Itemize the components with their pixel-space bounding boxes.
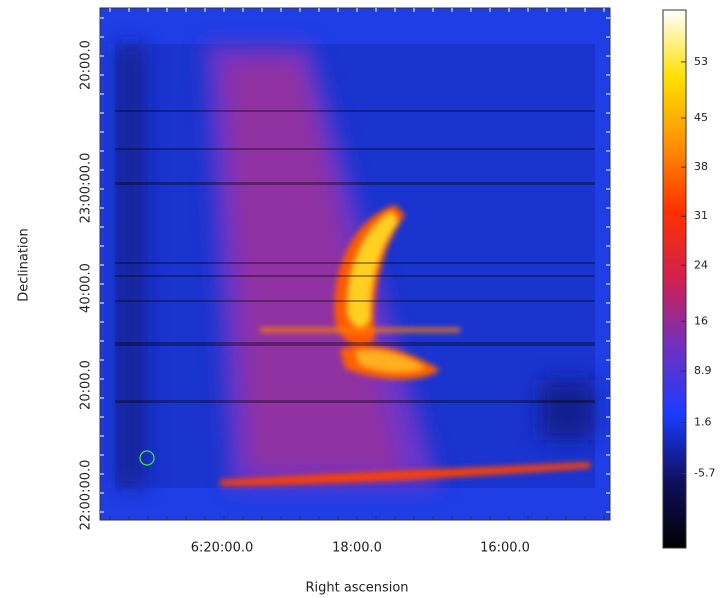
- colorbar-tick-label: 45: [694, 111, 708, 124]
- y-tick-label: 22:00:00.0: [79, 460, 94, 531]
- x-tick-label: 18:00.0: [332, 541, 382, 556]
- y-axis-label: Declination: [17, 228, 32, 302]
- y-tick-label: 20:00.0: [79, 360, 94, 410]
- colorbar-tick-label: 53: [694, 55, 708, 68]
- colorbar-tick-label: 1.6: [694, 415, 712, 428]
- x-tick-label: 16:00.0: [480, 541, 530, 556]
- colorbar-tick-label: 16: [694, 314, 708, 327]
- y-tick-label: 40:00.0: [79, 263, 94, 313]
- y-tick-label: 23:00:00.0: [79, 153, 94, 224]
- colorbar-tick-label: 38: [694, 160, 708, 173]
- y-tick-label: 20:00.0: [79, 40, 94, 90]
- colorbar-tick-label: -5.7: [694, 467, 715, 480]
- colorbar-tick-label: 24: [694, 258, 708, 271]
- x-tick-label: 6:20:00.0: [191, 541, 254, 556]
- colorbar: [662, 9, 687, 549]
- sky-image: [100, 8, 610, 520]
- x-axis-label: Right ascension: [305, 581, 408, 596]
- plot-frame: [99, 7, 611, 521]
- marker-circle: [139, 450, 155, 466]
- colorbar-tick-label: 8.9: [694, 364, 712, 377]
- frame-ticks: [100, 8, 610, 520]
- colorbar-tick-label: 31: [694, 209, 708, 222]
- scan-lines: [115, 110, 595, 403]
